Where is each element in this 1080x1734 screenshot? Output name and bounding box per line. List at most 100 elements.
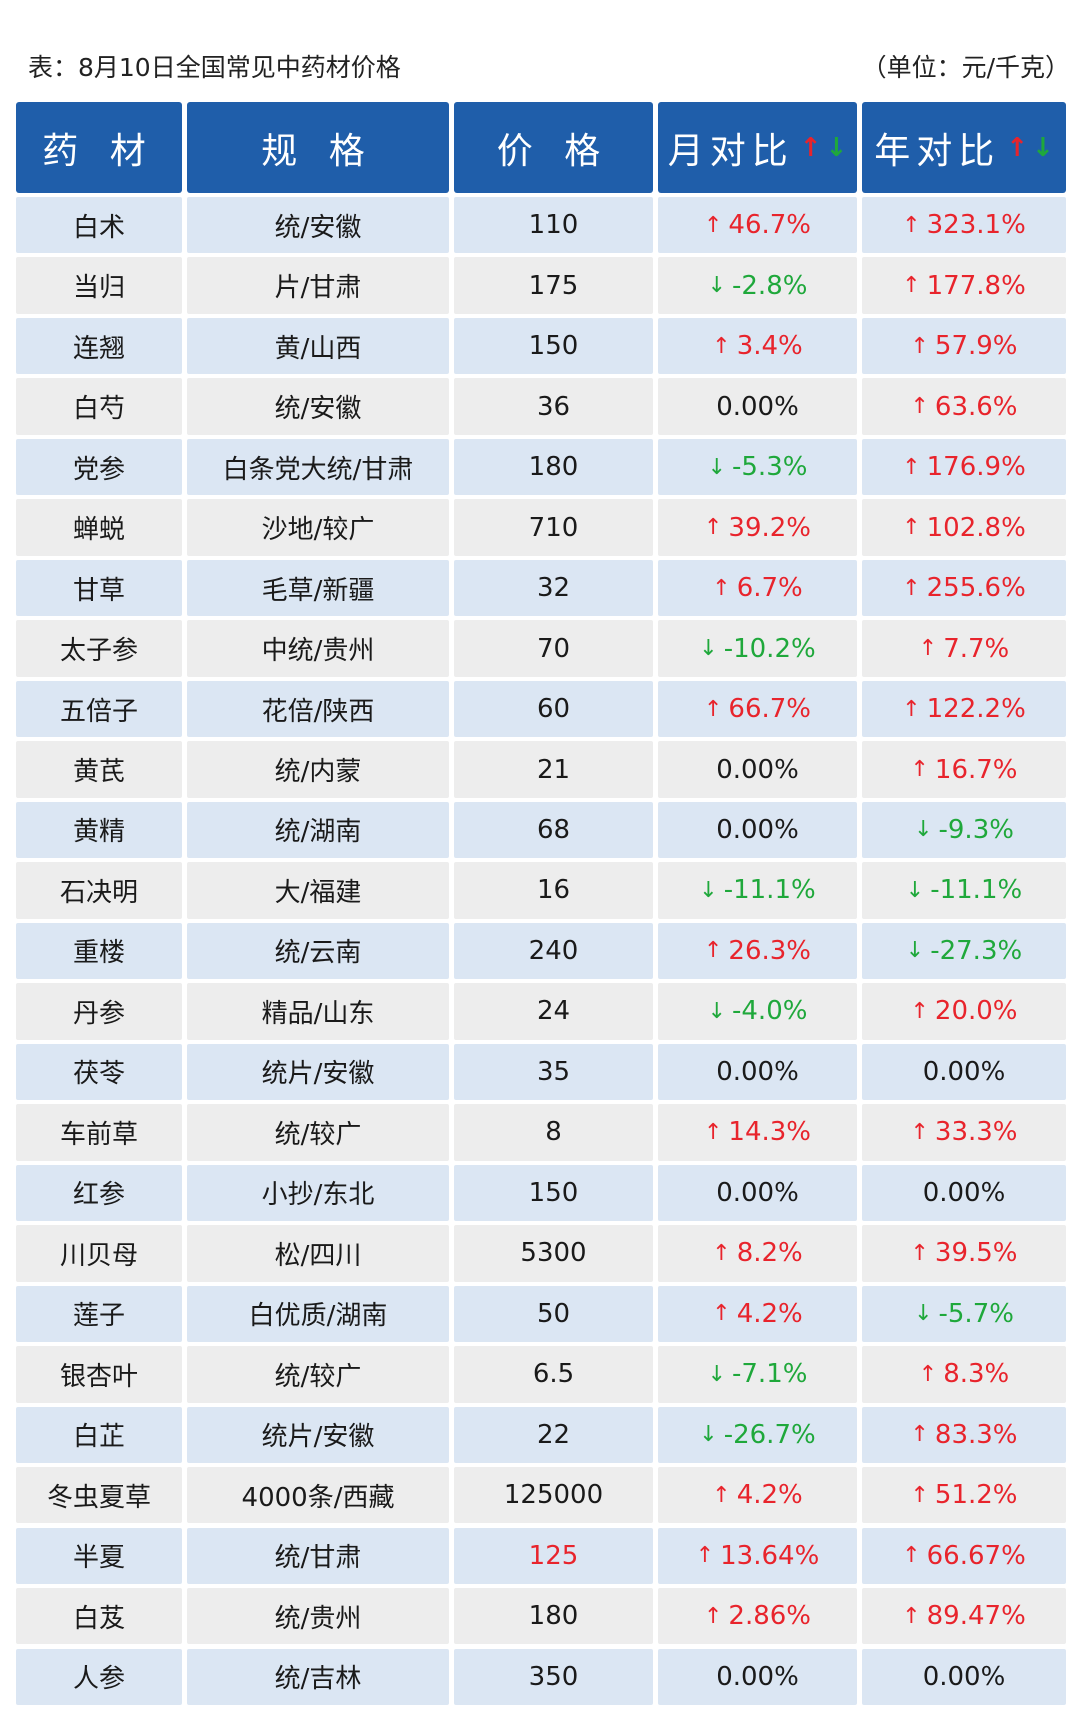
spec-cell: 小抄/东北: [187, 1164, 449, 1222]
year-change-value: 63.6%: [934, 391, 1018, 422]
spec-cell: 中统/贵州: [187, 620, 449, 677]
year-change-value: 89.47%: [926, 1601, 1026, 1632]
month-change-value: 13.64%: [720, 1540, 820, 1571]
herb-name-cell: 蝉蜕: [16, 499, 182, 556]
arrow-up-icon: ↑: [902, 273, 921, 299]
year-change-value: 0.00%: [922, 1056, 1006, 1087]
price-cell: 6.5: [454, 1346, 653, 1403]
spec-cell: 毛草/新疆: [187, 559, 449, 617]
year-change-value: 66.67%: [926, 1540, 1026, 1571]
table-row: 白芨 统/贵州 180 ↑ 2.86% ↑ 89.47%: [16, 1588, 1066, 1645]
arrow-down-icon: ↓: [699, 636, 718, 662]
month-change-cell: ↑ 13.64%: [658, 1527, 857, 1584]
year-change-value: 33.3%: [934, 1117, 1018, 1148]
table-row: 连翘 黄/山西 150 ↑ 3.4% ↑ 57.9%: [16, 317, 1066, 375]
table-row: 茯苓 统片/安徽 35 0.00% 0.00%: [16, 1043, 1066, 1101]
arrow-up-icon: ↑: [910, 1240, 929, 1266]
price-cell: 60: [454, 680, 653, 738]
arrow-down-icon: ↓: [905, 877, 925, 903]
arrow-up-icon: ↑: [902, 212, 921, 238]
arrow-up-icon: ↑: [712, 1301, 731, 1327]
herb-name-cell: 石决明: [16, 862, 182, 919]
year-change-cell: ↑ 122.2%: [862, 680, 1066, 738]
price-cell: 35: [454, 1043, 653, 1101]
spec-cell: 白优质/湖南: [187, 1285, 449, 1343]
month-change-value: 3.4%: [736, 331, 803, 362]
month-change-value: 0.00%: [716, 391, 799, 422]
month-change-cell: 0.00%: [658, 1043, 857, 1101]
year-change-cell: ↓ -27.3%: [862, 922, 1066, 980]
herb-name-cell: 茯苓: [16, 1043, 182, 1101]
month-change-cell: ↑ 3.4%: [658, 317, 857, 375]
table-row: 人参 统/吉林 350 0.00% 0.00%: [16, 1648, 1066, 1705]
herb-name-cell: 黄芪: [16, 741, 182, 798]
arrow-down-icon: ↓: [825, 132, 848, 163]
arrow-up-icon: ↑: [902, 1603, 921, 1629]
table-row: 半夏 统/甘肃 125 ↑ 13.64% ↑ 66.67%: [16, 1527, 1066, 1584]
month-change-cell: 0.00%: [658, 378, 857, 435]
arrow-up-icon: ↑: [712, 1240, 731, 1266]
year-change-cell: ↓ -9.3%: [862, 801, 1066, 859]
year-change-cell: ↑ 39.5%: [862, 1225, 1066, 1282]
table-body: 白术 统/安徽 110 ↑ 46.7% ↑ 323.1% 当归 片/甘肃 175 ↓ -2.8% ↑ 17…: [16, 197, 1066, 1705]
table-row: 川贝母 松/四川 5300 ↑ 8.2% ↑ 39.5%: [16, 1225, 1066, 1282]
year-change-cell: ↑ 57.9%: [862, 317, 1066, 375]
arrow-up-icon: ↑: [703, 696, 723, 722]
month-change-value: 2.86%: [728, 1601, 812, 1632]
herb-name-cell: 重楼: [16, 922, 182, 980]
month-change-cell: ↑ 26.3%: [658, 922, 857, 980]
header-year-compare: 年对比 ↑ ↓: [862, 102, 1066, 193]
arrow-up-icon: ↑: [918, 636, 938, 662]
year-change-value: 20.0%: [934, 996, 1018, 1027]
spec-cell: 统片/安徽: [187, 1406, 449, 1463]
year-change-cell: ↑ 7.7%: [862, 620, 1066, 677]
herb-name-cell: 党参: [16, 438, 182, 496]
table-row: 当归 片/甘肃 175 ↓ -2.8% ↑ 177.8%: [16, 257, 1066, 314]
spec-cell: 白条党大统/甘肃: [187, 438, 449, 496]
month-change-value: -11.1%: [723, 875, 816, 906]
arrow-down-icon: ↓: [699, 877, 718, 903]
table-row: 党参 白条党大统/甘肃 180 ↓ -5.3% ↑ 176.9%: [16, 438, 1066, 496]
year-change-value: -5.7%: [938, 1298, 1014, 1329]
year-change-cell: ↑ 102.8%: [862, 499, 1066, 556]
herb-name-cell: 人参: [16, 1648, 182, 1705]
spec-cell: 统/甘肃: [187, 1527, 449, 1584]
arrow-down-icon: ↓: [905, 938, 925, 964]
year-change-value: 323.1%: [926, 210, 1026, 241]
herb-name-cell: 黄精: [16, 801, 182, 859]
spec-cell: 沙地/较广: [187, 499, 449, 556]
header-spec: 规 格: [187, 102, 449, 193]
arrow-up-icon: ↑: [910, 1482, 929, 1508]
month-change-value: -26.7%: [723, 1419, 816, 1450]
price-cell: 70: [454, 620, 653, 677]
month-change-cell: ↑ 39.2%: [658, 499, 857, 556]
month-change-value: 4.2%: [736, 1480, 803, 1511]
arrow-up-icon: ↑: [703, 1603, 723, 1629]
header-month-compare: 月对比 ↑ ↓: [658, 102, 857, 193]
month-change-value: 0.00%: [716, 1661, 799, 1692]
year-change-cell: 0.00%: [862, 1164, 1066, 1222]
herb-name-cell: 莲子: [16, 1285, 182, 1343]
spec-cell: 统/较广: [187, 1346, 449, 1403]
table-row: 白芍 统/安徽 36 0.00% ↑ 63.6%: [16, 378, 1066, 435]
price-cell: 150: [454, 1164, 653, 1222]
year-change-value: -9.3%: [938, 814, 1014, 845]
price-cell: 36: [454, 378, 653, 435]
year-change-value: 51.2%: [934, 1480, 1018, 1511]
herb-name-cell: 银杏叶: [16, 1346, 182, 1403]
year-change-value: 16.7%: [934, 754, 1018, 785]
month-change-cell: ↓ -4.0%: [658, 983, 857, 1040]
month-change-cell: ↑ 4.2%: [658, 1285, 857, 1343]
spec-cell: 统/吉林: [187, 1648, 449, 1705]
spec-cell: 精品/山东: [187, 983, 449, 1040]
price-cell: 125: [454, 1527, 653, 1584]
price-cell: 8: [454, 1104, 653, 1161]
arrow-up-icon: ↑: [918, 1361, 938, 1387]
year-change-value: 0.00%: [922, 1661, 1006, 1692]
arrow-up-icon: ↑: [695, 1543, 715, 1569]
table-header-row: 药 材 规 格 价 格 月对比 ↑ ↓ 年对比 ↑ ↓: [16, 102, 1066, 197]
arrow-up-icon: ↑: [1006, 132, 1028, 163]
herb-name-cell: 太子参: [16, 620, 182, 677]
herb-name-cell: 丹参: [16, 983, 182, 1040]
year-change-cell: ↑ 8.3%: [862, 1346, 1066, 1403]
